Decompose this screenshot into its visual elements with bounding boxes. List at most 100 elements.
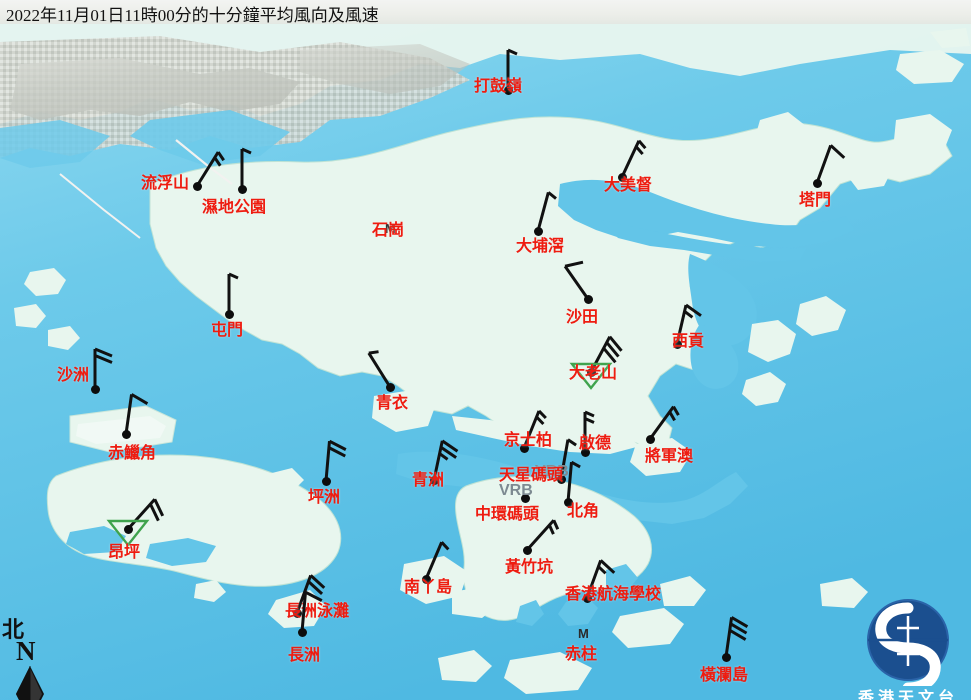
station-dot [192, 181, 202, 191]
missing-data-marker: M [578, 626, 589, 641]
station-dot [522, 545, 532, 555]
station-label: 打鼓嶺 [474, 78, 523, 95]
station-dot [556, 474, 566, 484]
station-dot [292, 608, 302, 618]
station-dot [583, 294, 593, 304]
wind-barb-icon [424, 541, 450, 580]
station-dot [429, 475, 439, 485]
gust-triangle-icon [106, 519, 150, 547]
station-dot [224, 309, 234, 319]
wind-barb-icon [566, 460, 581, 503]
station-dot [123, 524, 133, 534]
wind-barb-icon [227, 272, 239, 314]
station-label: 流浮山 [141, 175, 190, 192]
station-dot [90, 384, 100, 394]
wind-barb-icon [559, 438, 577, 480]
compass-rose: 北 N [0, 614, 80, 700]
title-bar: 2022年11月01日11時00分的十分鐘平均風向及風速 [0, 0, 971, 25]
compass-label-en: N [16, 636, 36, 666]
wind-barb-icon [124, 393, 149, 435]
station-label: 濕地公園 [202, 199, 267, 216]
gust-triangle-icon [569, 362, 613, 390]
station-label: 赤柱 [565, 646, 598, 663]
station-dot [645, 434, 655, 444]
station-dot [721, 652, 731, 662]
wind-barb-icon [324, 439, 347, 482]
wind-barb-icon [675, 303, 702, 345]
station-dot [121, 429, 131, 439]
wind-barb-icon [536, 191, 557, 232]
map-geography [0, 24, 971, 700]
wind-barb-icon [525, 519, 560, 552]
variable-wind-marker: VRB [535, 463, 569, 480]
wind-barb-icon [569, 335, 623, 390]
station-label: 香港航海學校 [565, 586, 662, 603]
station-label: 將軍澳 [645, 448, 694, 465]
compass-needle-icon [16, 666, 44, 700]
station-label: 大埔滘 [516, 238, 565, 255]
station-label: 北角 [567, 503, 600, 520]
station-label: 啟德 [579, 435, 612, 452]
wind-barb-icon [724, 616, 749, 658]
compass-label-cn: 北 [2, 617, 25, 642]
station-dot [582, 593, 592, 603]
station-dot [586, 367, 596, 377]
station-label: 大老山 [569, 365, 618, 382]
station-label: 中環碼頭 [475, 506, 540, 523]
variable-wind-marker: VRB [499, 482, 533, 499]
station-dot [533, 226, 543, 236]
wind-barb-icon [583, 410, 595, 452]
wind-barb-icon [648, 405, 680, 440]
wind-barb-icon [522, 409, 547, 449]
station-label: 天星碼頭 [499, 467, 564, 484]
station-label: 黃竹坑 [505, 559, 554, 576]
wind-barb-icon [506, 48, 518, 90]
station-label: 長洲泳灘 [285, 603, 350, 620]
station-label: 京士柏 [504, 432, 553, 449]
station-dot [617, 172, 627, 182]
station-label: 南丫島 [404, 579, 453, 596]
station-label: 石崗 [372, 222, 405, 239]
wind-barb-icon [620, 139, 647, 178]
hko-emblem-icon [867, 599, 949, 686]
wind-barb-icon [195, 151, 225, 187]
station-dot [421, 574, 431, 584]
station-dot [563, 497, 573, 507]
wind-barb-icon [300, 590, 323, 633]
station-label: 塔門 [799, 192, 832, 209]
wind-barb-icon [585, 559, 616, 599]
station-dot [672, 339, 682, 349]
station-label: 大美督 [604, 177, 653, 194]
station-dot [519, 443, 529, 453]
wind-barb-icon [432, 439, 459, 481]
missing-data-marker: M [385, 221, 396, 236]
station-dot [812, 178, 822, 188]
station-dot [580, 447, 590, 457]
station-label: 青洲 [412, 472, 445, 489]
station-label: 橫瀾島 [700, 667, 749, 684]
station-label: 西貢 [672, 333, 705, 350]
station-label: 昂坪 [108, 544, 141, 561]
wind-barb-icon [93, 347, 113, 389]
station-dot [297, 627, 307, 637]
station-label: 沙洲 [57, 367, 90, 384]
station-dot [385, 382, 395, 392]
wind-barb-icon [240, 147, 252, 189]
wind-barb-icon [106, 498, 165, 547]
station-dot [520, 493, 530, 503]
wind-barb-icon [367, 350, 392, 388]
station-label: 青衣 [376, 395, 409, 412]
wind-barb-icon [563, 260, 590, 300]
hko-logo: 香港天文台 HONG KONG OBSERVATORY [845, 596, 971, 700]
station-dot [321, 476, 331, 486]
station-dot [503, 85, 513, 95]
map-canvas: 打鼓嶺 流浮山 濕地公園 M 石崗 大美督 大埔滘 塔門 屯門 沙洲 赤鱲角 青衣 沙田 大老山 西貢 昂坪京… [0, 24, 971, 700]
station-label: 赤鱲角 [108, 445, 157, 462]
station-label: 長洲 [288, 647, 321, 664]
page-title: 2022年11月01日11時00分的十分鐘平均風向及風速 [6, 6, 379, 25]
wind-barb-icon [815, 144, 846, 184]
hko-logo-zh: 香港天文台 [857, 690, 958, 700]
station-dot [237, 184, 247, 194]
station-label: 沙田 [566, 309, 599, 326]
